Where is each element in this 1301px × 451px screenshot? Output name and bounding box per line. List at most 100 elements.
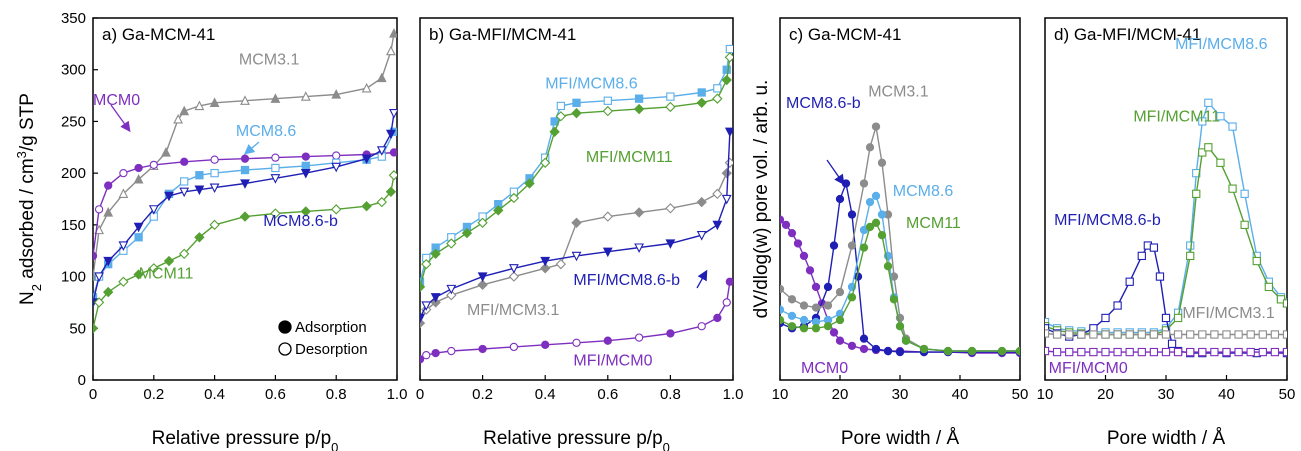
data-point-mfi-mcm0	[1246, 347, 1255, 357]
data-point-mfi-mcm11	[461, 227, 473, 239]
data-point-mcm8-6-b	[300, 168, 311, 179]
data-point-mcm0	[271, 153, 280, 162]
data-point-mfi-mcm3-1	[1173, 330, 1183, 339]
data-point-mcm11	[997, 346, 1007, 356]
data-point-mfi-mcm8-6	[713, 84, 722, 93]
data-point-mfi-mcm11	[540, 157, 551, 168]
data-point-mfi-mcm3-1	[1234, 330, 1243, 339]
data-point-mfi-mcm3-1	[1186, 330, 1195, 339]
data-point-mcm8-6-b	[859, 334, 869, 343]
legend-marker-adsorption	[278, 320, 292, 334]
data-point-mcm11	[209, 219, 220, 231]
data-point-mfi-mcm11	[1264, 282, 1273, 292]
data-point-mfi-mcm3-1	[540, 263, 551, 274]
x-tick-label: 50	[1279, 386, 1296, 403]
series-label-mfi-mcm3-1: MFI/MCM3.1	[1182, 305, 1275, 322]
data-point-mcm0	[781, 220, 791, 230]
data-point-mfi-mcm8-6-b	[1113, 301, 1122, 310]
series-label-mcm0: MCM0	[801, 360, 848, 377]
data-point-mcm11	[823, 322, 833, 331]
data-point-mcm0	[805, 266, 815, 275]
data-point-mcm3-1	[386, 45, 396, 56]
data-point-mcm11	[239, 211, 251, 222]
series-label-mfi-mcm11: MFI/MCM11	[1133, 108, 1220, 125]
data-point-mfi-mcm8-6	[1198, 117, 1207, 126]
data-point-mcm3-1	[173, 113, 184, 124]
data-point-mcm8-6-b	[164, 191, 174, 202]
data-point-mcm0	[799, 251, 809, 261]
data-point-mfi-mcm8-6-b	[420, 313, 425, 324]
series-label-mcm0: MCM0	[93, 92, 140, 109]
data-point-mcm3-1	[376, 72, 387, 83]
data-point-mcm8-6	[301, 161, 310, 171]
data-point-mfi-mcm11	[1192, 189, 1201, 198]
data-point-mcm0	[835, 336, 845, 345]
data-point-mcm8-6	[871, 191, 881, 201]
data-point-mfi-mcm0	[1125, 347, 1134, 357]
data-point-mcm11	[133, 269, 144, 280]
x-tick-label: 50	[1012, 386, 1029, 403]
data-point-mfi-mcm11	[665, 101, 676, 113]
data-point-mfi-mcm8-6-b	[1167, 339, 1177, 348]
data-point-mcm0	[119, 168, 128, 178]
data-point-mfi-mcm3-1	[1077, 330, 1086, 339]
data-point-mcm0	[859, 344, 869, 354]
data-point-mcm11	[194, 232, 205, 243]
data-point-mfi-mcm8-6	[556, 101, 565, 111]
data-point-mcm11	[331, 204, 342, 215]
data-point-mcm3-1	[270, 93, 281, 103]
data-point-mfi-mcm8-6	[725, 44, 733, 54]
data-point-mcm3-1	[823, 301, 833, 310]
data-point-mfi-mcm11	[420, 281, 426, 293]
data-point-mfi-mcm8-6-b	[1101, 313, 1110, 323]
data-point-mfi-mcm3-1	[665, 203, 676, 214]
series-line-mcm11	[93, 175, 395, 329]
data-point-mcm0	[240, 154, 250, 163]
data-point-mfi-mcm8-6-b	[1155, 272, 1165, 281]
data-point-mfi-mcm11	[721, 74, 732, 86]
data-point-mfi-mcm8-6	[666, 92, 675, 101]
data-point-mfi-mcm0	[1077, 347, 1086, 357]
data-point-mcm3-1	[133, 173, 144, 184]
data-point-mcm11	[787, 322, 797, 331]
data-point-mcm3-1	[103, 207, 114, 217]
series-label-mcm3-1: MCM3.1	[239, 52, 300, 69]
data-point-mfi-mcm0	[1210, 347, 1219, 357]
data-point-mfi-mcm8-6-b	[430, 293, 441, 303]
data-point-mcm8-6	[271, 163, 280, 173]
data-point-mcm8-6-b	[829, 241, 839, 250]
x-tick-label: 1.0	[723, 386, 744, 403]
data-point-mfi-mcm11	[1198, 148, 1207, 157]
data-point-mcm11	[859, 243, 869, 252]
data-point-mcm3-1	[118, 188, 129, 198]
data-point-mfi-mcm0	[509, 342, 519, 352]
data-point-mfi-mcm3-1	[1210, 330, 1219, 339]
data-point-mfi-mcm3-1	[571, 217, 582, 228]
data-point-mfi-mcm11	[571, 107, 582, 119]
data-point-mcm11	[270, 208, 281, 219]
y-tick-label: 250	[61, 113, 86, 130]
data-point-mfi-mcm8-6	[1228, 122, 1237, 131]
data-point-mcm8-6-b	[94, 272, 104, 282]
data-point-mcm0	[104, 181, 113, 190]
data-point-mcm11	[811, 324, 821, 333]
data-point-mfi-mcm3-1	[1089, 330, 1098, 339]
y-tick-label: 150	[61, 217, 86, 234]
x-tick-label: 20	[1097, 386, 1114, 403]
data-point-mcm8-6	[195, 171, 204, 180]
series-label-mcm11: MCM11	[906, 215, 961, 232]
series-area	[780, 122, 1020, 358]
x-tick-label: 0	[416, 386, 424, 403]
data-point-mcm8-6	[877, 210, 887, 219]
data-point-mfi-mcm8-6	[603, 96, 612, 105]
data-point-mcm11	[93, 323, 99, 334]
plot-frame	[92, 17, 398, 381]
data-point-mcm11	[883, 262, 893, 271]
series-label-mcm11: MCM11	[139, 266, 194, 283]
data-point-mcm8-6-b	[194, 185, 205, 196]
annotation-arrow	[244, 141, 260, 155]
data-point-mfi-mcm11	[1282, 299, 1287, 308]
data-point-mfi-mcm0	[541, 340, 550, 349]
data-point-mcm8-6-b	[361, 154, 372, 165]
series-label-mfi-mcm8-6: MFI/MCM8.6	[545, 75, 638, 92]
